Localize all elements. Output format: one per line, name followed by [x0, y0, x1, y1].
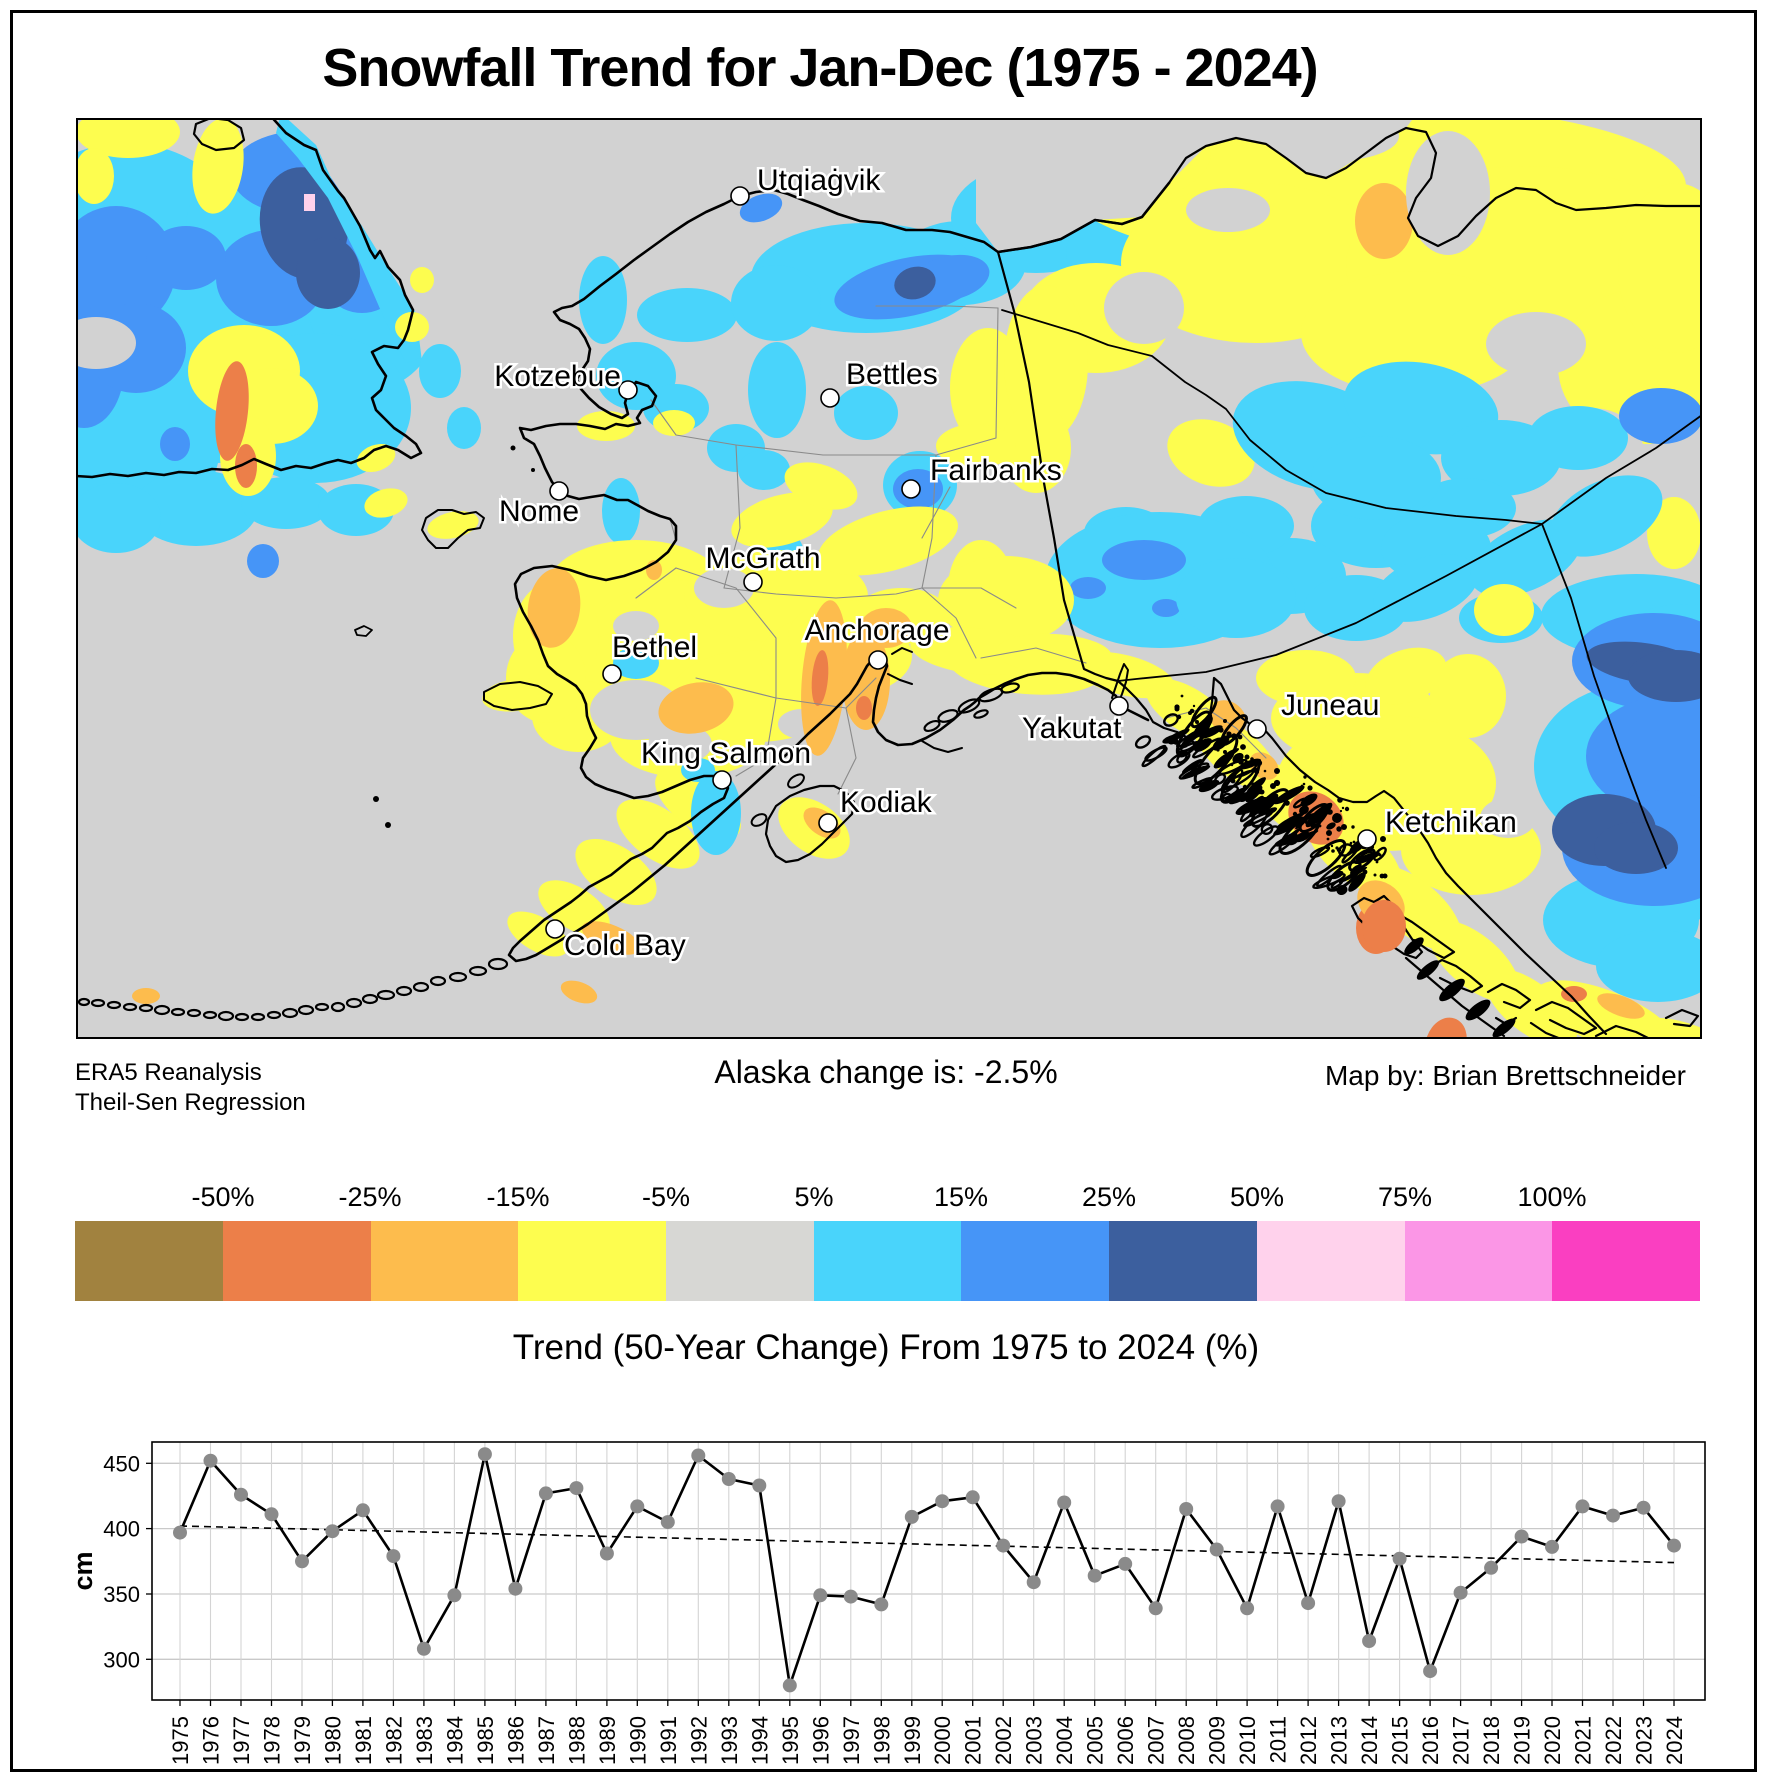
svg-text:2003: 2003 [1022, 1716, 1047, 1765]
svg-text:2017: 2017 [1449, 1716, 1474, 1765]
svg-text:2020: 2020 [1540, 1716, 1565, 1765]
svg-text:400: 400 [103, 1517, 140, 1542]
svg-text:1985: 1985 [473, 1716, 498, 1765]
svg-text:2012: 2012 [1296, 1716, 1321, 1765]
svg-text:1981: 1981 [351, 1716, 376, 1765]
svg-text:2019: 2019 [1510, 1716, 1535, 1765]
svg-text:Utqiaġvik: Utqiaġvik [757, 164, 881, 197]
svg-text:1987: 1987 [534, 1716, 559, 1765]
svg-text:1986: 1986 [503, 1716, 528, 1765]
svg-text:Cold Bay: Cold Bay [564, 929, 686, 962]
svg-text:450: 450 [103, 1451, 140, 1476]
svg-text:Anchorage: Anchorage [804, 614, 949, 647]
svg-text:1994: 1994 [747, 1716, 772, 1765]
svg-text:Kodiak: Kodiak [840, 786, 933, 819]
svg-text:1993: 1993 [717, 1716, 742, 1765]
svg-text:Bettles: Bettles [846, 358, 938, 391]
svg-text:2016: 2016 [1418, 1716, 1443, 1765]
svg-text:2014: 2014 [1357, 1716, 1382, 1765]
svg-text:1979: 1979 [290, 1716, 315, 1765]
svg-text:2018: 2018 [1479, 1716, 1504, 1765]
svg-text:2001: 2001 [961, 1716, 986, 1765]
svg-text:2010: 2010 [1235, 1716, 1260, 1765]
svg-text:350: 350 [103, 1582, 140, 1607]
svg-text:2000: 2000 [930, 1716, 955, 1765]
svg-text:2004: 2004 [1052, 1716, 1077, 1765]
svg-text:1991: 1991 [656, 1716, 681, 1765]
svg-text:1990: 1990 [625, 1716, 650, 1765]
svg-text:1977: 1977 [229, 1716, 254, 1765]
svg-text:1988: 1988 [564, 1716, 589, 1765]
svg-text:1978: 1978 [260, 1716, 285, 1765]
svg-text:1998: 1998 [869, 1716, 894, 1765]
svg-text:1980: 1980 [320, 1716, 345, 1765]
svg-text:2006: 2006 [1113, 1716, 1138, 1765]
svg-text:1984: 1984 [442, 1716, 467, 1765]
svg-text:2024: 2024 [1662, 1716, 1687, 1765]
svg-text:1983: 1983 [412, 1716, 437, 1765]
svg-text:1975: 1975 [168, 1716, 193, 1765]
svg-text:1997: 1997 [839, 1716, 864, 1765]
svg-text:300: 300 [103, 1647, 140, 1672]
svg-text:1989: 1989 [595, 1716, 620, 1765]
svg-text:2011: 2011 [1266, 1716, 1291, 1763]
svg-text:2013: 2013 [1327, 1716, 1352, 1765]
svg-text:Kotzebue: Kotzebue [494, 360, 621, 393]
svg-text:2022: 2022 [1601, 1716, 1626, 1765]
svg-text:King Salmon: King Salmon [641, 737, 811, 770]
svg-text:Yakutat: Yakutat [1022, 712, 1122, 745]
svg-text:McGrath: McGrath [705, 542, 820, 575]
svg-text:2007: 2007 [1144, 1716, 1169, 1765]
svg-text:2023: 2023 [1632, 1716, 1657, 1765]
svg-text:1999: 1999 [900, 1716, 925, 1765]
svg-text:Ketchikan: Ketchikan [1385, 806, 1517, 839]
svg-text:1982: 1982 [381, 1716, 406, 1765]
svg-text:Nome: Nome [499, 495, 579, 528]
svg-text:Bethel: Bethel [612, 631, 697, 664]
svg-text:2005: 2005 [1083, 1716, 1108, 1765]
svg-text:Juneau: Juneau [1281, 689, 1379, 722]
svg-text:1976: 1976 [199, 1716, 224, 1765]
svg-text:2009: 2009 [1205, 1716, 1230, 1765]
svg-text:1995: 1995 [778, 1716, 803, 1765]
svg-text:cm: cm [68, 1551, 98, 1590]
svg-text:2015: 2015 [1388, 1716, 1413, 1765]
svg-text:2002: 2002 [991, 1716, 1016, 1765]
svg-text:2008: 2008 [1174, 1716, 1199, 1765]
svg-text:1992: 1992 [686, 1716, 711, 1765]
svg-text:Fairbanks: Fairbanks [930, 454, 1062, 487]
svg-text:1996: 1996 [808, 1716, 833, 1765]
svg-text:2021: 2021 [1571, 1716, 1596, 1765]
